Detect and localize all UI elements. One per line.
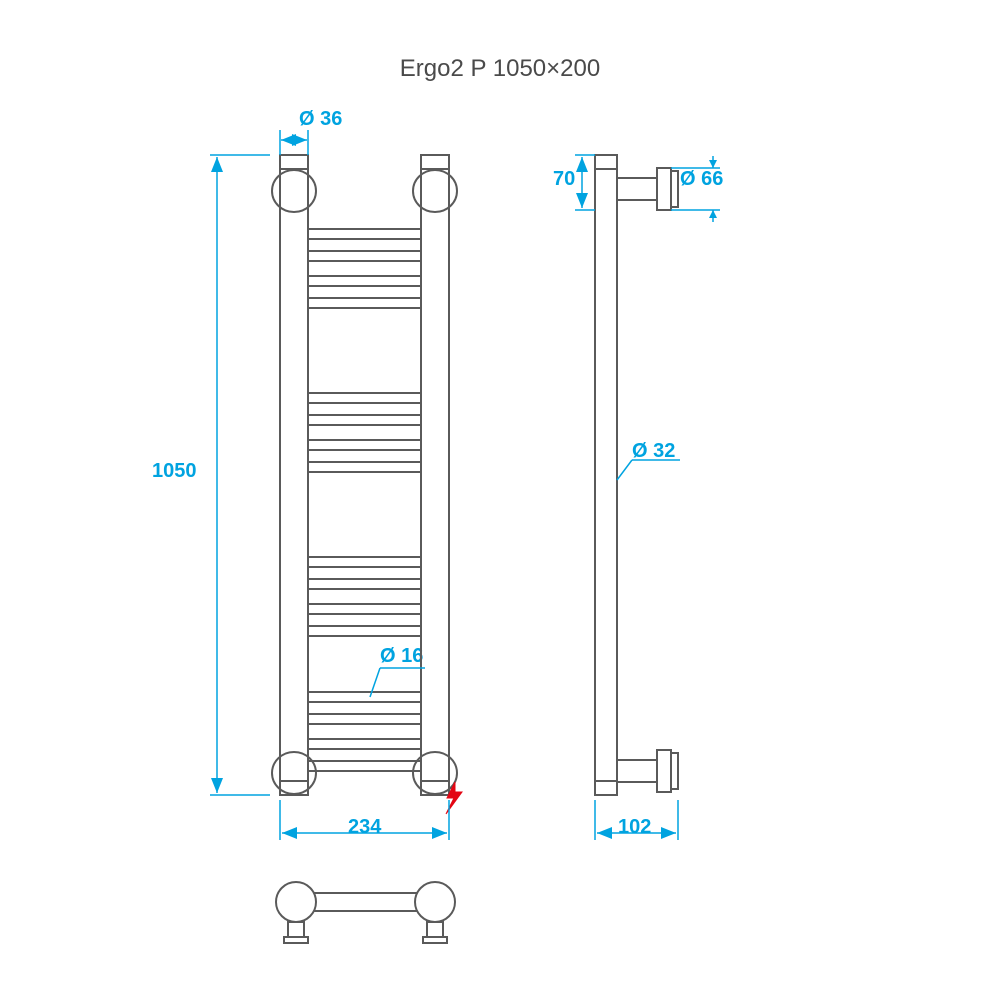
top-view xyxy=(276,882,455,943)
side-view xyxy=(595,155,678,795)
technical-drawing xyxy=(0,0,1000,1000)
front-view xyxy=(272,155,462,814)
